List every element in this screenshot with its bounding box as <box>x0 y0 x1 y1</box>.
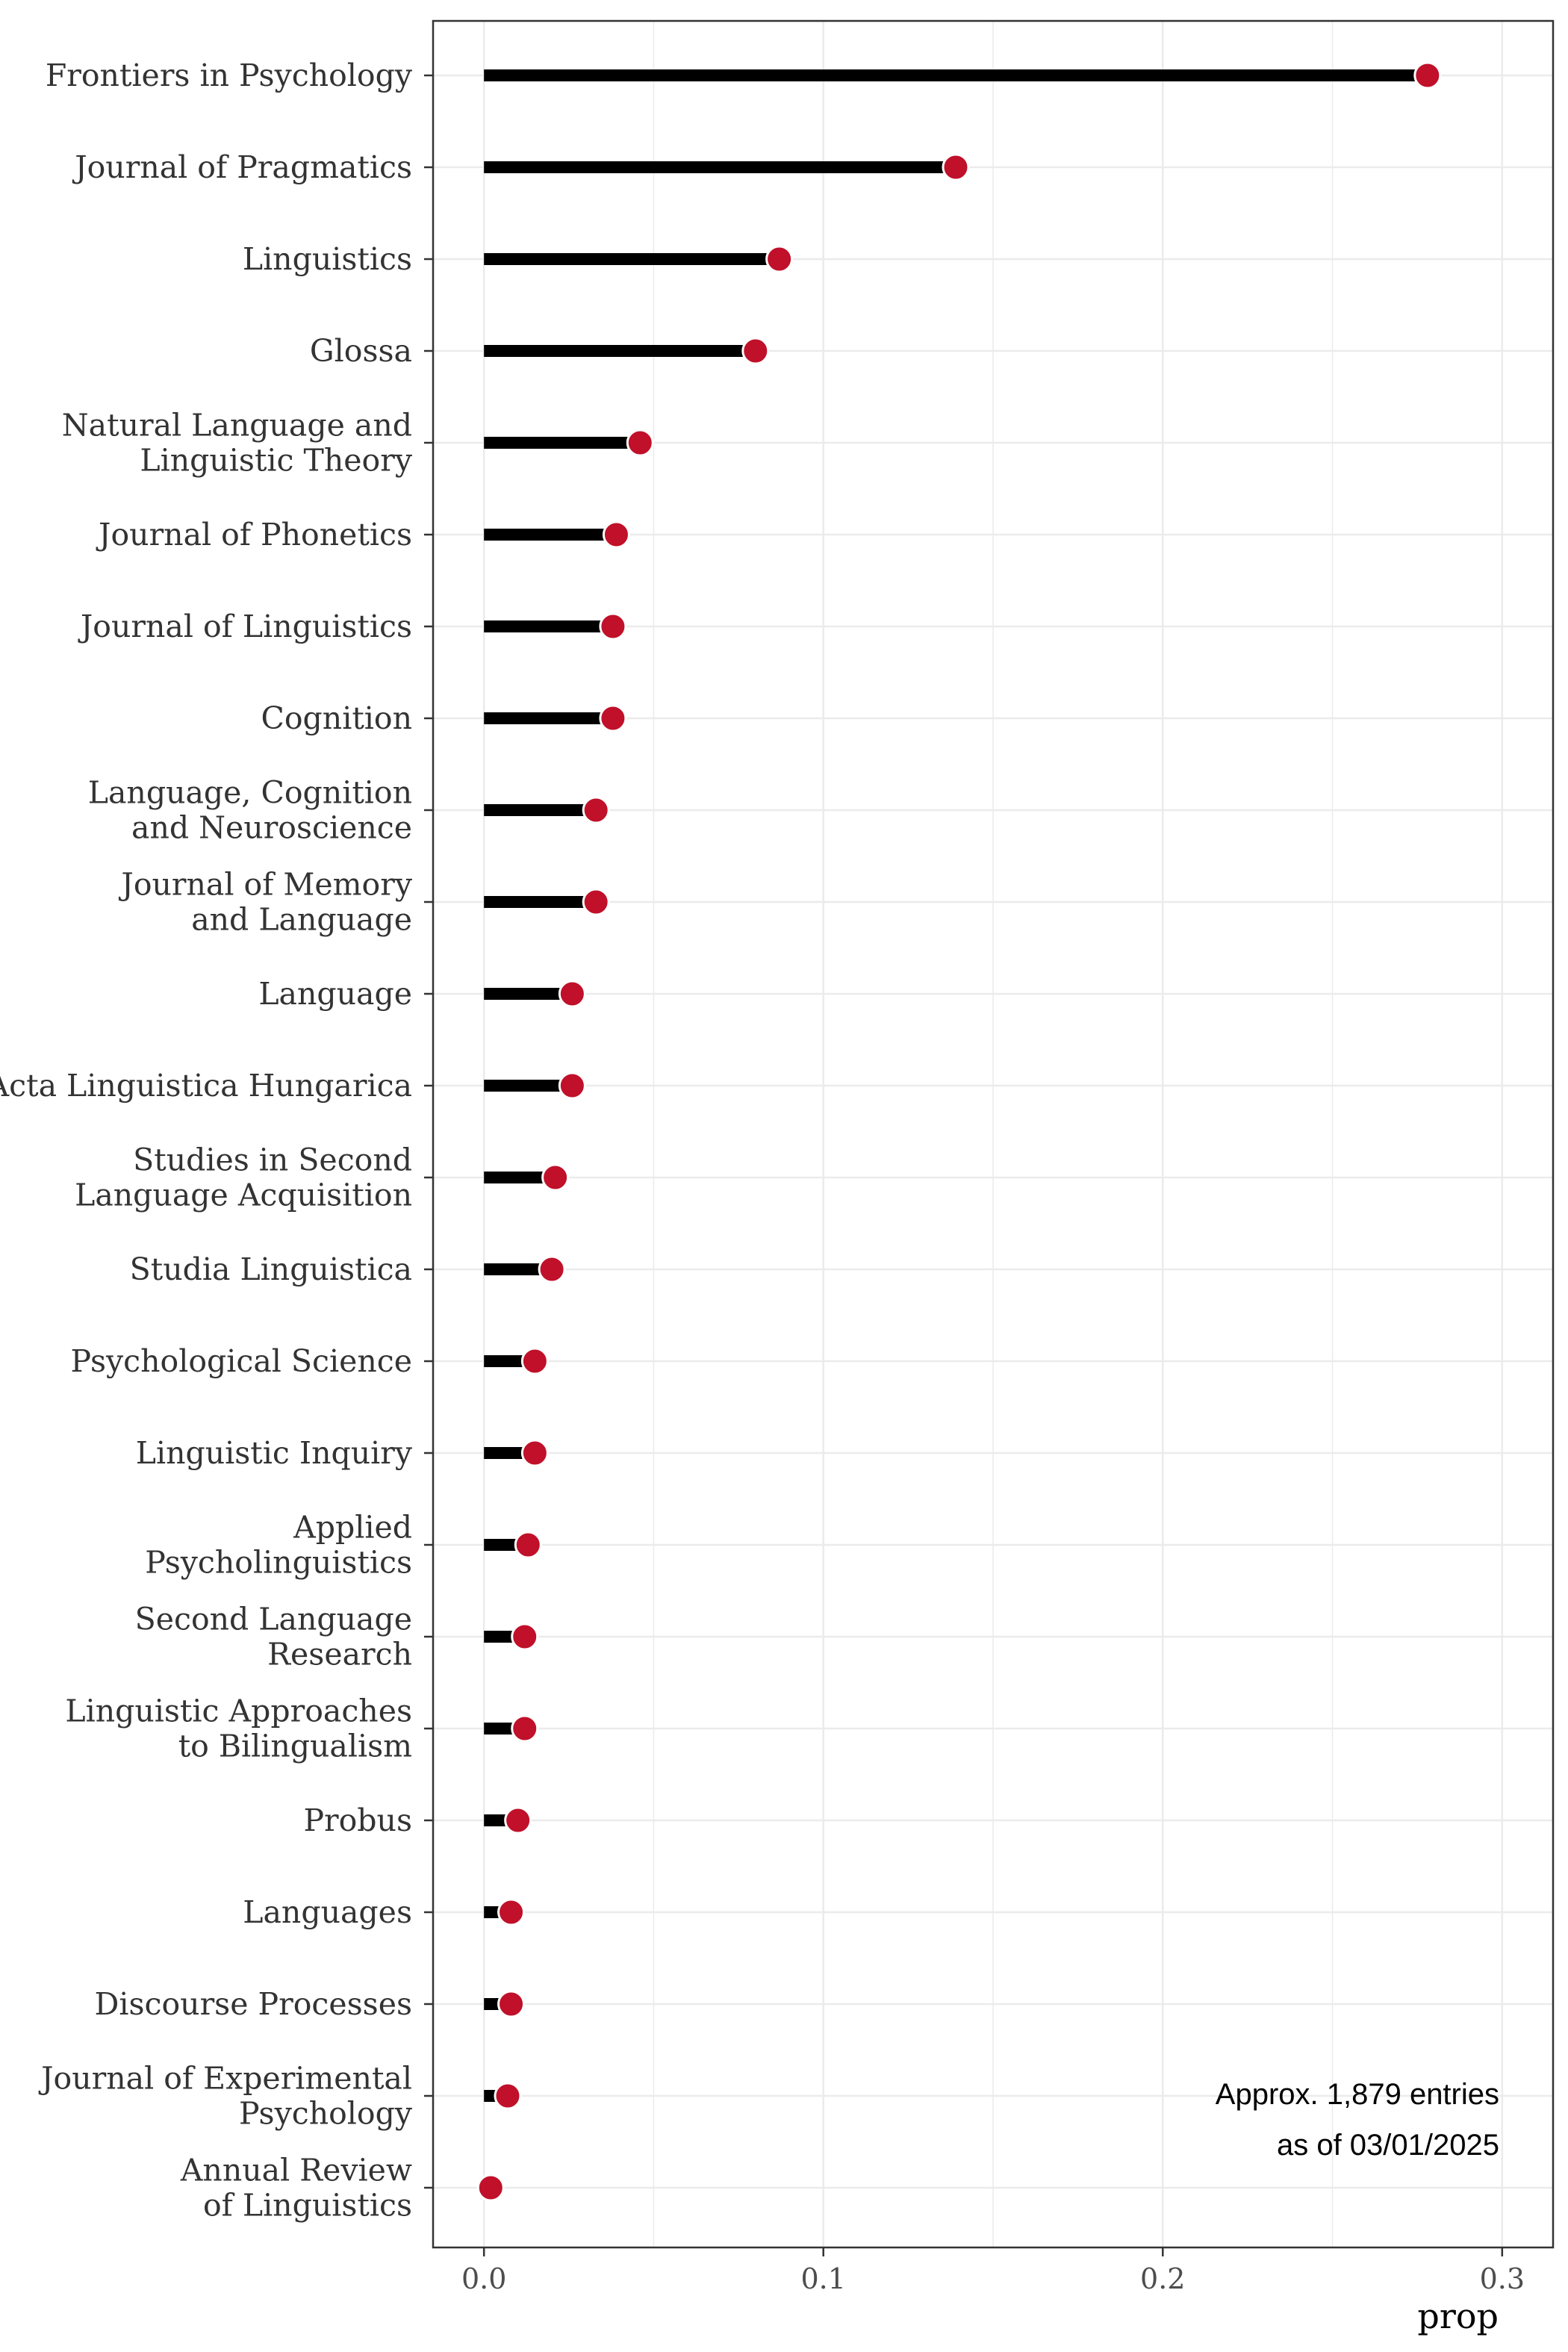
y-tick-label: Natural Language and Linguistic Theory <box>62 408 413 479</box>
y-tick-label-line: Journal of Linguistics <box>78 609 412 644</box>
lollipop-point <box>741 337 770 365</box>
y-tick-label: Journal of Phonetics <box>96 517 412 553</box>
y-tick-label: Languages <box>243 1894 412 1930</box>
y-tick-label: Frontiers in Psychology <box>46 57 413 93</box>
y-tick-label: Journal of Experimental Psychology <box>38 2061 413 2132</box>
lollipop-point <box>626 429 654 457</box>
y-tick-label: Journal of Pragmatics <box>72 149 412 185</box>
lollipop-point <box>497 1898 526 1926</box>
plot-panel-border <box>432 19 1555 2249</box>
y-tick-label-line: Journal of Memory <box>118 867 412 903</box>
lollipop-point <box>520 1347 549 1375</box>
y-tick-label-line: Applied <box>293 1510 412 1546</box>
lollipop-point <box>497 1990 526 2018</box>
lollipop-point <box>602 520 630 549</box>
y-tick-label: Acta Linguistica Hungarica <box>0 1068 412 1104</box>
y-tick-label-line: Language <box>258 976 412 1012</box>
lollipop-point <box>511 1623 539 1651</box>
lollipop-point <box>541 1163 570 1192</box>
x-axis: 0.0 0.1 0.2 0.3 <box>461 2247 1525 2295</box>
annotation-line-2: as of 03/01/2025 <box>1277 2129 1499 2162</box>
y-tick-label-line: Acta Linguistica Hungarica <box>0 1068 412 1104</box>
y-tick-label-line: to Bilingualism <box>178 1729 412 1764</box>
y-tick-label-line: Second Language <box>135 1602 412 1637</box>
point-layer <box>476 61 1442 2202</box>
y-tick-label: Linguistics <box>243 241 412 277</box>
lollipop-point <box>504 1806 532 1835</box>
y-tick-label-line: Psychology <box>239 2096 413 2132</box>
y-tick-label-line: Journal of Experimental <box>38 2061 412 2097</box>
y-tick-label-line: Cognition <box>261 700 413 736</box>
lollipop-point <box>942 153 970 181</box>
lollipop-point <box>520 1439 549 1467</box>
y-tick-label: Language, Cognition and Neuroscience <box>88 775 412 846</box>
y-tick-label: Studia Linguistica <box>130 1251 412 1287</box>
y-tick-label: Glossa <box>310 333 412 369</box>
y-tick-label-line: Research <box>267 1637 412 1673</box>
y-tick-label: Journal of Linguistics <box>78 609 412 644</box>
y-tick-label-line: Frontiers in Psychology <box>46 57 413 93</box>
y-tick-label-line: and Language <box>191 902 412 938</box>
y-tick-label: Probus <box>303 1802 412 1838</box>
lollipop-point <box>514 1531 542 1559</box>
lollipop-point <box>599 704 627 732</box>
y-tick-label: Psychological Science <box>70 1343 412 1379</box>
lollipop-point <box>558 980 586 1008</box>
y-tick-label-line: Journal of Phonetics <box>96 517 412 553</box>
y-tick-label-line: Psychological Science <box>70 1343 412 1379</box>
y-tick-label-line: Natural Language and <box>62 408 412 444</box>
y-tick-label: Discourse Processes <box>95 1986 413 2022</box>
y-axis: Frontiers in Psychology Journal of Pragma… <box>0 57 433 2224</box>
x-tick-label: 0.0 <box>461 2262 506 2295</box>
y-tick-label-line: Studies in Second <box>133 1142 412 1178</box>
y-tick-label-line: Linguistic Inquiry <box>136 1435 413 1471</box>
lollipop-point <box>558 1071 586 1100</box>
lollipop-point <box>582 888 610 916</box>
lollipop-point <box>476 2174 505 2202</box>
lollipop-point <box>494 2082 522 2110</box>
y-tick-label-line: Studia Linguistica <box>130 1251 412 1287</box>
y-tick-label-line: Linguistic Approaches <box>65 1693 412 1729</box>
y-tick-label-line: Probus <box>303 1802 412 1838</box>
y-tick-label: Studies in Second Language Acquisition <box>75 1142 412 1213</box>
lollipop-point <box>765 245 794 273</box>
y-tick-label-line: Journal of Pragmatics <box>72 149 412 185</box>
lollipop-point <box>599 612 627 641</box>
y-tick-label-line: Glossa <box>310 333 412 369</box>
lollipop-point <box>582 796 610 824</box>
x-tick-label: 0.1 <box>801 2262 846 2295</box>
y-tick-label: Cognition <box>261 700 413 736</box>
y-tick-label: Second Language Research <box>135 1602 412 1673</box>
y-tick-label-line: Language, Cognition <box>88 775 412 811</box>
annotation-line-1: Approx. 1,879 entries <box>1216 2078 1499 2111</box>
y-tick-label: Annual Review of Linguistics <box>180 2153 412 2224</box>
x-tick-label: 0.3 <box>1480 2262 1525 2295</box>
x-tick-label: 0.2 <box>1140 2262 1185 2295</box>
lollipop-point <box>511 1714 539 1743</box>
y-tick-label-line: Annual Review <box>180 2153 412 2188</box>
y-tick-label-line: Discourse Processes <box>95 1986 413 2022</box>
y-tick-label: Linguistic Inquiry <box>136 1435 413 1471</box>
y-tick-label-line: Languages <box>243 1894 412 1930</box>
y-tick-label-line: Linguistic Theory <box>140 443 412 479</box>
y-tick-label-line: Language Acquisition <box>75 1177 412 1213</box>
lollipop-point <box>1413 61 1442 90</box>
y-tick-label: Linguistic Approaches to Bilingualism <box>65 1693 412 1764</box>
stick-layer <box>484 69 1428 2194</box>
y-tick-label-line: and Neuroscience <box>131 810 412 846</box>
x-axis-title: prop <box>1417 2296 1499 2336</box>
y-tick-label-line: of Linguistics <box>203 2188 412 2224</box>
y-tick-label-line: Linguistics <box>243 241 412 277</box>
y-tick-label-line: Psycholinguistics <box>145 1545 412 1581</box>
y-tick-label: Journal of Memory and Language <box>118 867 412 938</box>
y-tick-label: Language <box>258 976 412 1012</box>
lollipop-point <box>538 1255 566 1284</box>
y-tick-label: Applied Psycholinguistics <box>145 1510 412 1581</box>
